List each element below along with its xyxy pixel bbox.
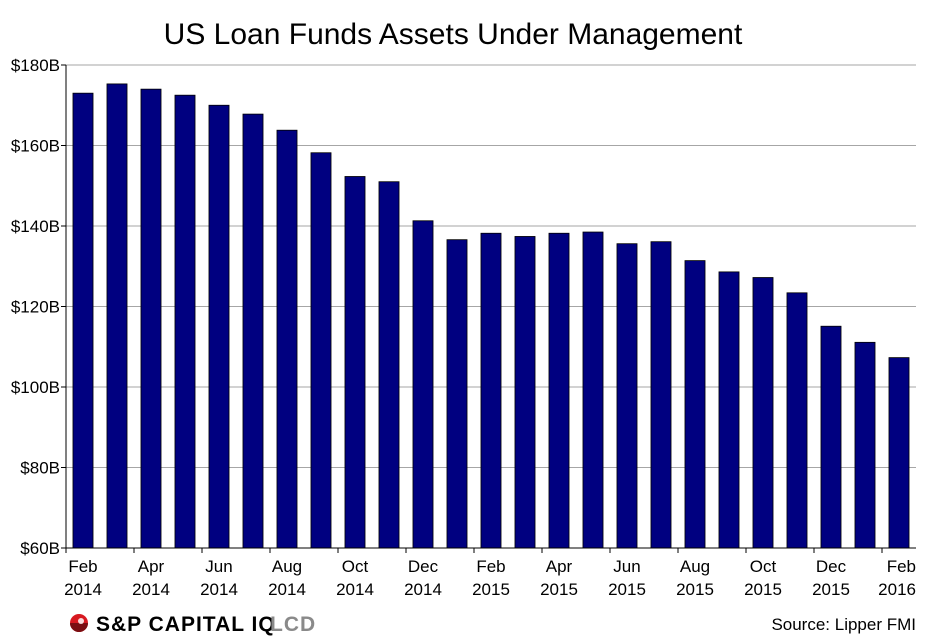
bar: [786, 292, 808, 549]
bar: [854, 341, 876, 549]
bar: [650, 241, 672, 549]
bar: [106, 83, 128, 549]
y-axis-ticks: $60B $80B $100B $120B $140B $160B $180B: [11, 56, 66, 558]
bar: [616, 243, 638, 549]
y-tick-label: $80B: [20, 459, 60, 478]
bar: [140, 88, 162, 549]
x-tick-label: 2015: [676, 580, 714, 599]
y-tick-label: $160B: [11, 137, 60, 156]
bar: [344, 176, 366, 549]
bar: [480, 232, 502, 549]
x-tick-label: 2015: [472, 580, 510, 599]
bars: [72, 83, 910, 549]
y-tick-label: $180B: [11, 56, 60, 75]
x-tick-label: Feb: [887, 557, 916, 576]
x-tick-label: 2014: [336, 580, 374, 599]
brand-name: S&P CAPITAL IQ: [96, 613, 276, 636]
y-tick-label: $140B: [11, 217, 60, 236]
x-tick-label: Dec: [408, 557, 439, 576]
sp-logo: [70, 614, 88, 632]
x-tick-label: 2014: [132, 580, 170, 599]
bar: [684, 260, 706, 549]
x-tick-label: 2015: [540, 580, 578, 599]
brand-suffix: LCD: [270, 613, 316, 636]
bar: [820, 325, 842, 549]
x-tick-label: Jun: [613, 557, 640, 576]
y-tick-label: $60B: [20, 539, 60, 558]
bar: [174, 94, 196, 549]
x-tick-label: 2014: [64, 580, 102, 599]
bar: [276, 129, 298, 549]
bar: [548, 232, 570, 549]
x-tick-label: Apr: [546, 557, 573, 576]
bar: [514, 236, 536, 549]
bar: [718, 271, 740, 549]
y-tick-label: $120B: [11, 298, 60, 317]
x-tick-label: Aug: [272, 557, 302, 576]
x-tick-label: 2015: [744, 580, 782, 599]
x-tick-label: Jun: [205, 557, 232, 576]
bar: [412, 220, 434, 549]
x-tick-label: 2016: [878, 580, 916, 599]
bar: [72, 92, 94, 549]
source-note: Source: Lipper FMI: [771, 615, 916, 634]
x-tick-label: Apr: [138, 557, 165, 576]
x-tick-label: 2014: [404, 580, 442, 599]
x-tick-label: Dec: [816, 557, 847, 576]
x-axis-ticks: Feb 2014 Apr 2014 Jun 2014 Aug 2014 Oct 2014 Dec 20…: [64, 548, 916, 599]
y-tick-label: $100B: [11, 378, 60, 397]
bar: [378, 181, 400, 549]
x-tick-label: 2014: [268, 580, 306, 599]
bar: [242, 113, 264, 549]
chart-title: US Loan Funds Assets Under Management: [164, 18, 743, 51]
x-tick-label: Feb: [68, 557, 97, 576]
x-tick-label: 2015: [812, 580, 850, 599]
x-tick-label: Aug: [680, 557, 710, 576]
x-tick-label: 2015: [608, 580, 646, 599]
bar: [208, 104, 230, 549]
bar: [582, 231, 604, 549]
x-tick-label: Oct: [342, 557, 369, 576]
bar: [310, 152, 332, 549]
x-tick-label: 2014: [200, 580, 238, 599]
bar: [888, 357, 910, 549]
bar: [446, 239, 468, 549]
x-tick-label: Oct: [750, 557, 777, 576]
bar: [752, 277, 774, 549]
x-tick-label: Feb: [476, 557, 505, 576]
